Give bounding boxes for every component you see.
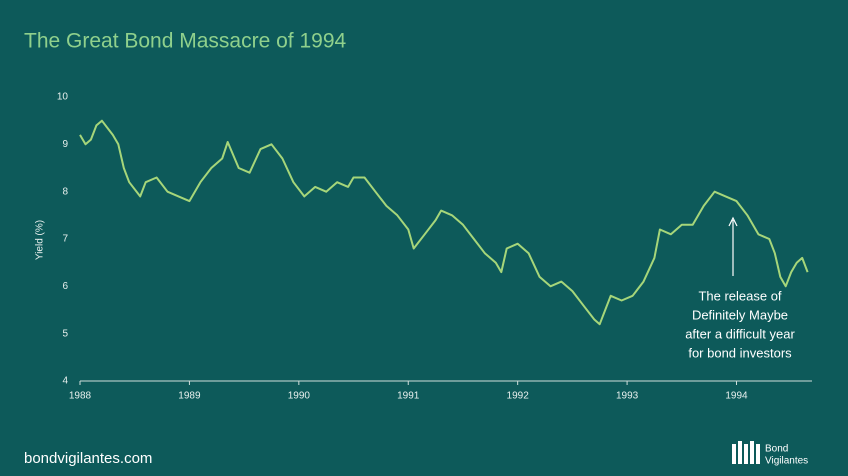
- x-tick-label: 1988: [69, 391, 92, 402]
- x-tick-label: 1993: [616, 391, 639, 402]
- chart-title: The Great Bond Massacre of 1994: [24, 30, 346, 53]
- y-tick-label: 6: [62, 281, 68, 292]
- footer: bondvigilantes.com: [24, 450, 152, 467]
- x-tick-label: 1990: [288, 391, 311, 402]
- x-tick-label: 1989: [178, 391, 201, 402]
- annotation-line: after a difficult year: [685, 326, 795, 341]
- annotation-line: The release of: [698, 288, 781, 303]
- x-tick-label: 1992: [507, 391, 530, 402]
- logo-text: Vigilantes: [765, 456, 808, 467]
- yield-line: [79, 119, 809, 326]
- y-axis-label: Yield (%): [35, 220, 46, 260]
- logo-icon: [732, 441, 760, 464]
- annotation-line: for bond investors: [688, 345, 792, 360]
- y-tick-label: 9: [62, 139, 68, 150]
- annotation-line: Definitely Maybe: [692, 307, 788, 322]
- y-tick-label: 5: [62, 328, 68, 339]
- logo-text: Bond: [765, 444, 788, 455]
- y-tick-label: 10: [57, 92, 69, 103]
- y-tick-label: 7: [62, 234, 68, 245]
- y-tick-label: 4: [62, 376, 68, 387]
- annotation-arrowhead: [728, 216, 738, 227]
- y-tick-label: 8: [62, 186, 68, 197]
- x-tick-label: 1991: [397, 391, 420, 402]
- x-tick-label: 1994: [725, 391, 748, 402]
